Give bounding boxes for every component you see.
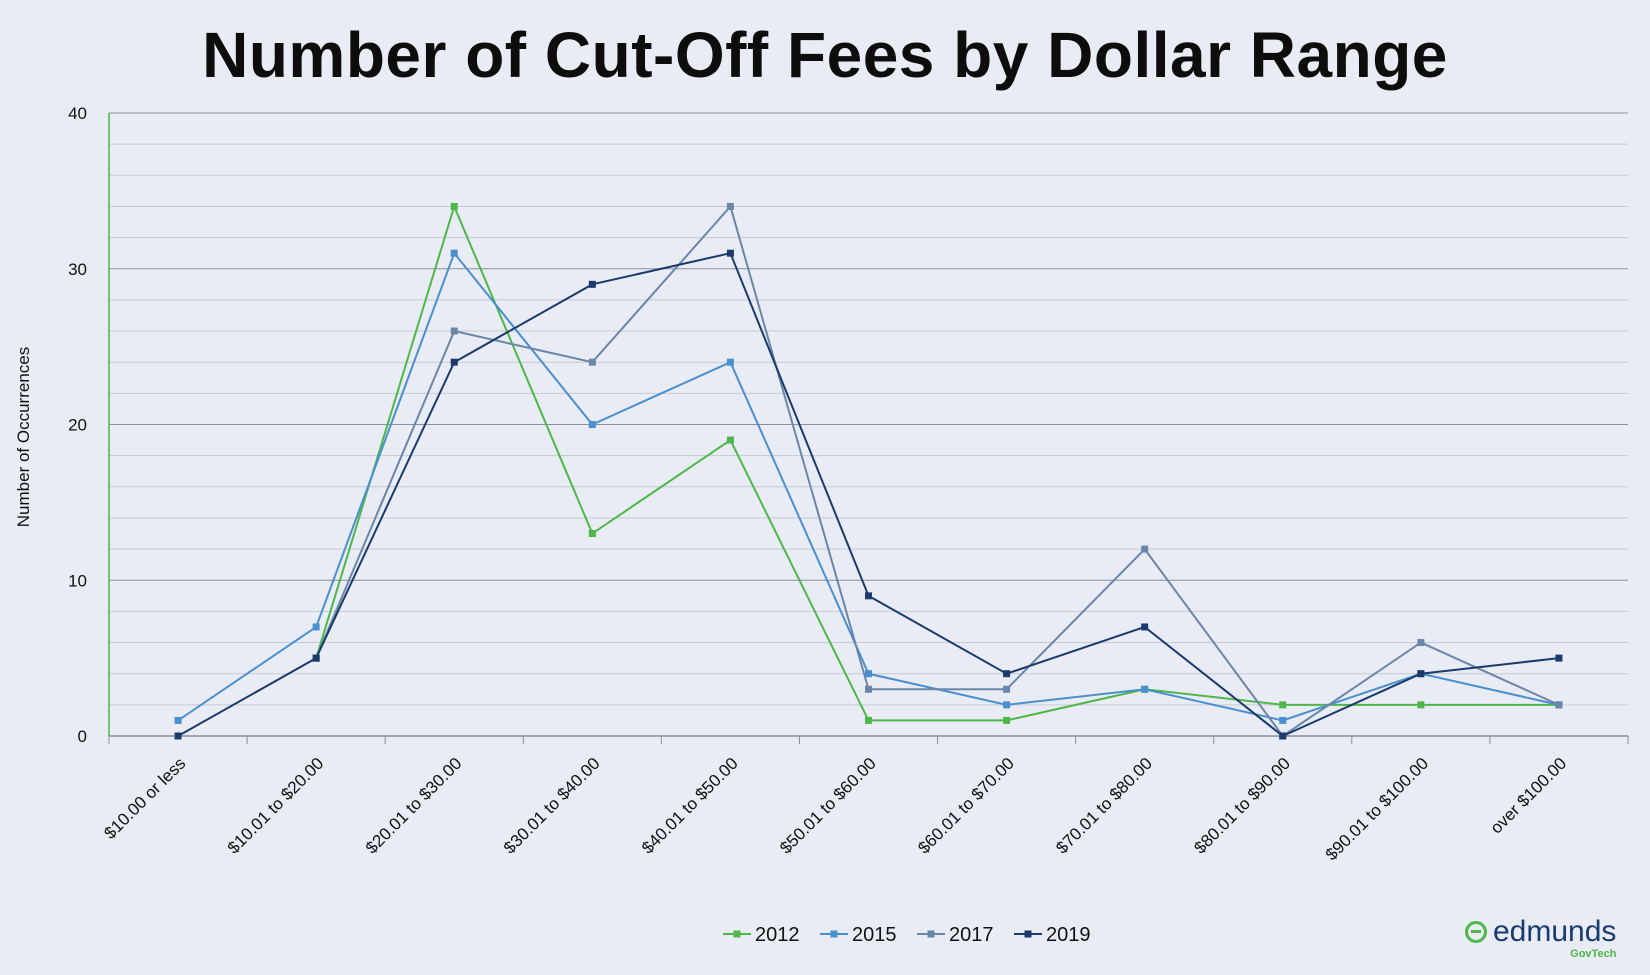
legend-label: 2015: [852, 924, 897, 946]
x-tick-label: $10.00 or less: [100, 754, 189, 843]
data-point: [1417, 701, 1425, 709]
data-point: [726, 249, 734, 257]
x-tick-label: $10.01 to $20.00: [224, 754, 328, 858]
series-line-2017: [315, 204, 1560, 738]
x-tick-label: $20.01 to $30.00: [362, 754, 466, 858]
data-point: [865, 685, 872, 693]
series-2019: [174, 249, 1563, 740]
legend-item-2015: 2015: [820, 924, 897, 946]
y-tick-labels: 0 10 20 30 40: [68, 104, 87, 746]
series-2017: [312, 202, 1563, 740]
data-point: [312, 623, 320, 631]
data-point: [1555, 701, 1563, 709]
chart-title: Number of Cut-Off Fees by Dollar Range: [202, 19, 1448, 91]
x-tick-labels: $10.00 or less $10.01 to $20.00 $20.01 to …: [100, 754, 1570, 864]
legend-label: 2019: [1046, 924, 1091, 946]
data-point: [865, 716, 872, 724]
data-point: [1141, 545, 1149, 553]
data-point: [865, 670, 872, 678]
data-point: [588, 280, 596, 288]
edmunds-logo: edmunds GovTech: [1465, 915, 1617, 960]
data-point: [1417, 670, 1425, 678]
series-lines: [174, 202, 1563, 740]
y-tick-label: 10: [68, 571, 87, 590]
x-tick-label: $70.01 to $80.00: [1052, 754, 1156, 858]
data-point: [1417, 639, 1425, 647]
y-tick-label: 40: [68, 104, 87, 123]
grid-lines: [109, 112, 1628, 706]
legend-marker: [733, 930, 741, 938]
logo-subtitle: GovTech: [1570, 948, 1617, 960]
x-tick-label: $80.01 to $90.00: [1190, 754, 1294, 858]
data-point: [1003, 701, 1011, 709]
axes: [108, 113, 1629, 744]
data-point: [588, 358, 596, 366]
data-point: [865, 592, 872, 600]
data-point: [726, 202, 734, 210]
legend-marker: [830, 930, 838, 938]
data-point: [174, 716, 182, 724]
legend-marker: [1024, 930, 1032, 938]
legend-marker: [927, 930, 935, 938]
data-point: [1279, 732, 1287, 740]
data-point: [312, 654, 320, 662]
x-tick-label: over $100.00: [1487, 754, 1571, 838]
data-point: [174, 732, 182, 740]
legend-label: 2012: [755, 924, 800, 946]
data-point: [1003, 685, 1011, 693]
data-point: [450, 327, 458, 335]
data-point: [1141, 623, 1149, 631]
data-point: [450, 249, 458, 257]
data-point: [588, 530, 596, 538]
data-point: [1003, 716, 1011, 724]
y-axis-label: Number of Occurrences: [14, 347, 33, 527]
legend-item-2017: 2017: [917, 924, 994, 946]
x-tick-label: $50.01 to $60.00: [776, 754, 880, 858]
y-tick-label: 30: [68, 260, 87, 279]
legend: 2012 2015 2017 2019: [723, 924, 1091, 946]
logo-wordmark: edmunds: [1493, 915, 1617, 948]
data-point: [726, 358, 734, 366]
data-point: [1003, 670, 1011, 678]
x-tick-label: $60.01 to $70.00: [914, 754, 1018, 858]
x-tick-label: $40.01 to $50.00: [638, 754, 742, 858]
legend-item-2012: 2012: [723, 924, 800, 946]
data-point: [1141, 685, 1149, 693]
data-point: [450, 358, 458, 366]
y-tick-label: 0: [78, 727, 87, 746]
x-tick-label: $30.01 to $40.00: [500, 754, 604, 858]
edmunds-logo-icon: [1465, 921, 1487, 943]
data-point: [450, 202, 458, 210]
data-point: [588, 421, 596, 428]
data-point: [1279, 716, 1287, 724]
series-2012: [312, 202, 1563, 724]
data-point: [1555, 654, 1563, 662]
y-tick-label: 20: [68, 416, 87, 435]
legend-label: 2017: [949, 924, 994, 946]
data-point: [1279, 701, 1287, 709]
legend-item-2019: 2019: [1014, 924, 1091, 946]
series-line-2012: [315, 203, 1559, 722]
data-point: [726, 436, 734, 444]
x-tick-label: $90.01 to $100.00: [1322, 754, 1432, 864]
